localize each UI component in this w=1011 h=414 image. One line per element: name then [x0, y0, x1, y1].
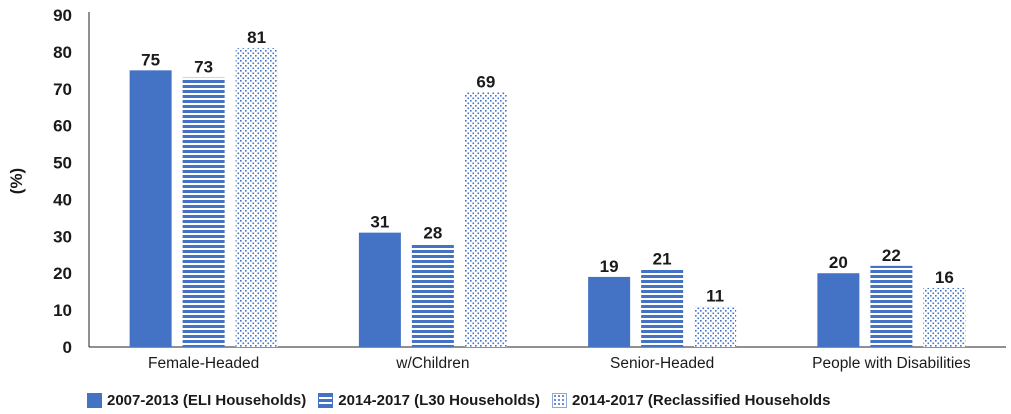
data-label: 20 [829, 253, 848, 272]
legend-label: 2014-2017 (Reclassified Households [571, 391, 831, 409]
bar-series-3-cat-1 [235, 48, 278, 347]
y-tick-label: 80 [53, 43, 72, 62]
data-label: 22 [882, 246, 901, 265]
bar-chart: (%) 0 10 20 30 40 50 60 70 80 90 75 73 81 31 28 69 19 21… [7, 6, 1006, 372]
x-category-label: w/Children [395, 355, 469, 372]
bar-series-1-cat-3 [588, 276, 631, 347]
bars [129, 48, 966, 347]
data-labels: 75 73 81 31 28 69 19 21 11 20 22 16 [141, 28, 954, 305]
legend-swatch [87, 392, 102, 408]
bar-series-2-cat-2 [411, 243, 454, 347]
bar-series-3-cat-4 [923, 287, 966, 347]
y-axis-ticks: 0 10 20 30 40 50 60 70 80 90 [53, 6, 72, 357]
data-label: 31 [370, 213, 389, 232]
legend: 2007-2013 (ELI Households) 2014-2017 (L30… [87, 390, 842, 410]
y-tick-label: 10 [53, 301, 72, 320]
y-tick-label: 90 [53, 6, 72, 25]
x-axis-category-labels: Female-Headed w/Children Senior-Headed Peop… [148, 355, 971, 372]
x-category-label: Senior-Headed [610, 355, 714, 372]
y-tick-label: 30 [53, 227, 72, 246]
y-tick-label: 50 [53, 154, 72, 173]
data-label: 28 [423, 224, 442, 243]
data-label: 81 [247, 28, 266, 47]
data-label: 21 [653, 250, 672, 269]
y-tick-label: 60 [53, 117, 72, 136]
bar-series-3-cat-3 [694, 306, 737, 347]
data-label: 16 [935, 268, 954, 287]
data-label: 19 [600, 257, 619, 276]
legend-label: 2007-2013 (ELI Households) [107, 391, 307, 409]
legend-item-2: 2014-2017 (L30 Households) [318, 392, 540, 409]
bar-series-1-cat-2 [358, 232, 401, 347]
x-category-label: People with Disabilities [812, 355, 971, 372]
legend-label: 2014-2017 (L30 Households) [338, 391, 540, 409]
legend-item-3: 2014-2017 (Reclassified Households [551, 391, 831, 409]
bar-series-1-cat-4 [817, 273, 860, 347]
bar-series-2-cat-1 [182, 77, 225, 347]
x-category-label: Female-Headed [148, 355, 259, 372]
y-axis-label: (%) [7, 168, 26, 194]
bar-series-2-cat-4 [870, 265, 913, 347]
data-label: 69 [476, 72, 495, 91]
y-axis-title: (%) [7, 168, 26, 194]
data-label: 75 [141, 50, 160, 69]
legend-item-1: 2007-2013 (ELI Households) [87, 392, 306, 409]
data-label: 73 [194, 58, 213, 77]
y-tick-label: 0 [63, 338, 72, 357]
y-tick-label: 40 [53, 190, 72, 209]
legend-swatch [318, 392, 334, 408]
data-label: 11 [706, 286, 724, 305]
bar-series-3-cat-2 [464, 92, 507, 347]
y-tick-label: 70 [53, 80, 72, 99]
bar-series-2-cat-3 [641, 269, 684, 347]
bar-series-1-cat-1 [129, 70, 172, 347]
y-tick-label: 20 [53, 264, 72, 283]
legend-swatch [551, 392, 567, 408]
